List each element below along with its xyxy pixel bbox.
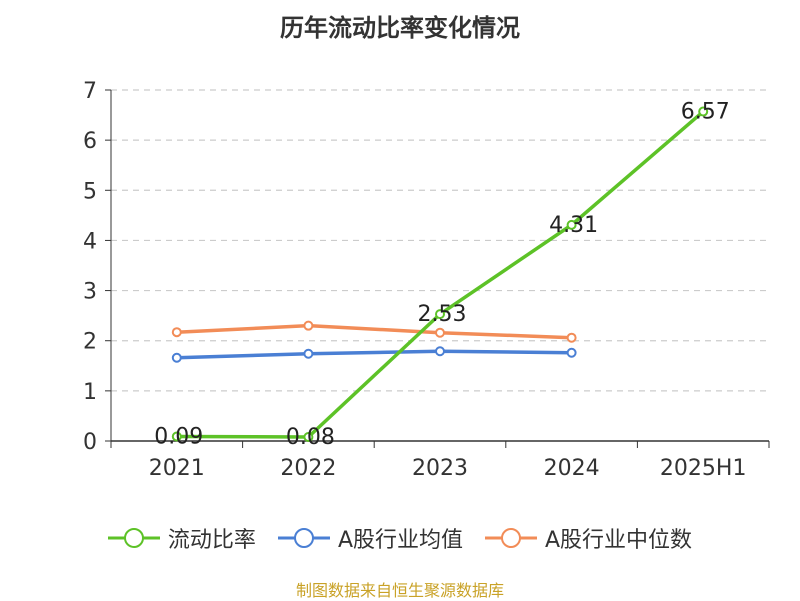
y-tick-label: 6 bbox=[83, 129, 97, 154]
series-line bbox=[176, 349, 572, 360]
data-label: 2.53 bbox=[418, 302, 467, 327]
legend-swatch-orange bbox=[485, 528, 537, 548]
axes: 0 1 2 3 4 5 6 7 2021 2022 2023 2024 2025H1 bbox=[83, 79, 770, 481]
legend-swatch-green bbox=[107, 528, 160, 548]
series-line bbox=[176, 110, 705, 439]
y-tick-label: 7 bbox=[83, 79, 97, 104]
data-point bbox=[303, 348, 314, 359]
series-lines bbox=[171, 106, 709, 442]
legend-label: A股行业中位数 bbox=[545, 528, 693, 553]
legend-item-industry-mean[interactable]: A股行业均值 bbox=[277, 522, 463, 554]
data-labels: 0.09 0.08 2.53 4.31 6.57 bbox=[154, 100, 729, 450]
data-point bbox=[566, 347, 577, 358]
legend-label: A股行业均值 bbox=[337, 528, 463, 553]
data-point bbox=[303, 431, 314, 442]
x-tick-label: 2023 bbox=[412, 456, 468, 481]
data-point bbox=[171, 431, 182, 442]
data-point bbox=[435, 327, 445, 338]
x-tick-label: 2024 bbox=[544, 456, 600, 481]
data-point bbox=[303, 320, 314, 331]
data-point bbox=[171, 352, 182, 363]
x-tick-label: 2021 bbox=[149, 456, 205, 481]
data-point bbox=[566, 332, 577, 343]
y-tick-label: 4 bbox=[83, 229, 97, 254]
y-tick-label: 2 bbox=[83, 330, 97, 355]
data-point bbox=[171, 327, 182, 338]
y-tick-label: 1 bbox=[83, 380, 97, 405]
legend-item-current-ratio[interactable]: 流动比率 bbox=[107, 522, 256, 554]
data-point bbox=[698, 106, 709, 117]
y-tick-label: 5 bbox=[83, 179, 97, 204]
data-label: 0.08 bbox=[286, 425, 335, 450]
data-point bbox=[566, 219, 577, 230]
legend-label: 流动比率 bbox=[167, 528, 256, 553]
legend: 流动比率 A股行业均值 A股行业中位数 bbox=[0, 518, 800, 558]
x-tick-label: 2025H1 bbox=[660, 456, 747, 481]
legend-item-industry-median[interactable]: A股行业中位数 bbox=[485, 522, 692, 554]
series-line bbox=[176, 323, 572, 340]
source-note: 制图数据来自恒生聚源数据库 bbox=[295, 581, 504, 600]
legend-swatch-blue bbox=[277, 528, 330, 548]
y-tick-label: 0 bbox=[83, 430, 97, 455]
data-label: 6.57 bbox=[681, 100, 730, 125]
y-tick-label: 3 bbox=[83, 280, 97, 305]
data-label: 4.31 bbox=[549, 213, 598, 238]
x-tick-label: 2022 bbox=[280, 456, 336, 481]
data-label: 0.09 bbox=[154, 424, 203, 449]
data-point bbox=[435, 309, 445, 320]
chart-title: 历年流动比率变化情况 bbox=[280, 14, 520, 42]
grid-lines bbox=[111, 89, 769, 392]
data-point bbox=[435, 346, 445, 357]
